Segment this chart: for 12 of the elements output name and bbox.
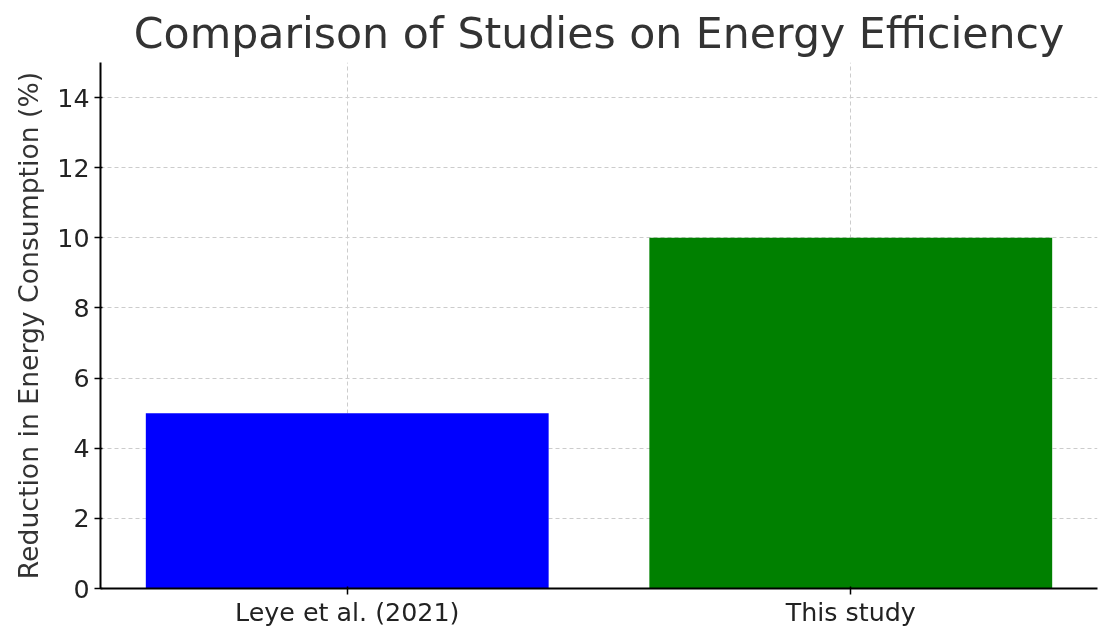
y-tick-label: 4 — [73, 433, 90, 464]
y-tick-label: 0 — [73, 573, 90, 604]
y-tick-label: 6 — [73, 363, 90, 394]
y-tick-label: 8 — [73, 292, 90, 323]
y-axis-title: Reduction in Energy Consumption (%) — [13, 71, 45, 580]
y-tick-label: 2 — [73, 503, 90, 534]
x-tick-label: This study — [784, 596, 916, 627]
y-tick-label: 14 — [57, 82, 90, 113]
chart-title: Comparison of Studies on Energy Efficiency — [133, 7, 1065, 58]
x-tick-label: Leye et al. (2021) — [235, 596, 460, 627]
y-tick-label: 10 — [57, 222, 90, 253]
y-tick-label: 12 — [57, 152, 90, 183]
